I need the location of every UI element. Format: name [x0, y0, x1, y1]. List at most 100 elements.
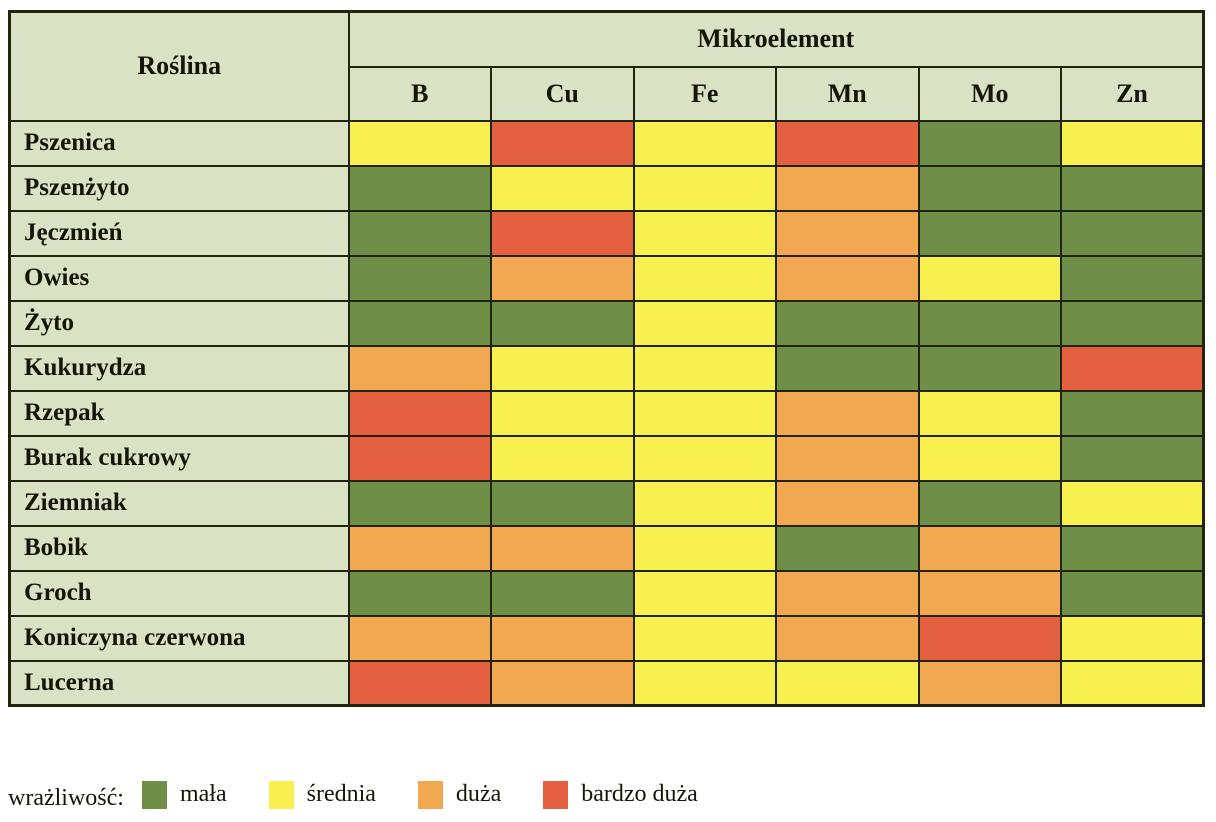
sensitivity-cell — [917, 164, 1062, 212]
legend-label: duża — [455, 781, 502, 807]
legend-swatch-3 — [417, 780, 443, 809]
sensitivity-cell — [490, 299, 635, 347]
sensitivity-cell — [1060, 569, 1205, 617]
sensitivity-cell — [917, 254, 1062, 302]
legend-label: mała — [179, 781, 227, 807]
table-row: Kukurydza — [8, 344, 1205, 392]
sensitivity-cell — [632, 524, 777, 572]
sensitivity-cell — [1060, 614, 1205, 662]
sensitivity-cell — [1060, 299, 1205, 347]
legend-swatch-1 — [141, 780, 167, 809]
legend-title: wrażliwość: — [8, 784, 124, 811]
sensitivity-cell — [632, 614, 777, 662]
sensitivity-cell — [490, 164, 635, 212]
sensitivity-cell — [775, 119, 920, 167]
table-row: Pszenica — [8, 119, 1205, 167]
sensitivity-cell — [632, 209, 777, 257]
sensitivity-cell — [632, 344, 777, 392]
table-row: Groch — [8, 569, 1205, 617]
table-row: Burak cukrowy — [8, 434, 1205, 482]
sensitivity-cell — [917, 299, 1062, 347]
sensitivity-cell — [632, 164, 777, 212]
sensitivity-cell — [917, 569, 1062, 617]
sensitivity-cell — [1060, 479, 1205, 527]
row-label: Rzepak — [8, 389, 350, 437]
sensitivity-cell — [490, 524, 635, 572]
column-header-b: B — [347, 65, 492, 122]
sensitivity-cell — [917, 614, 1062, 662]
sensitivity-cell — [917, 389, 1062, 437]
sensitivity-cell — [775, 344, 920, 392]
table-row: Koniczyna czerwona — [8, 614, 1205, 662]
row-label: Pszenżyto — [8, 164, 350, 212]
row-label: Lucerna — [8, 659, 350, 707]
table-row: Pszenżyto — [8, 164, 1205, 212]
sensitivity-cell — [917, 659, 1062, 707]
row-label: Koniczyna czerwona — [8, 614, 350, 662]
sensitivity-cell — [775, 164, 920, 212]
sensitivity-cell — [490, 614, 635, 662]
legend: wrażliwość: mała średnia duża bardzo duża — [8, 780, 740, 816]
sensitivity-cell — [1060, 524, 1205, 572]
sensitivity-cell — [775, 434, 920, 482]
sensitivity-cell — [347, 479, 492, 527]
table-row: Lucerna — [8, 659, 1205, 707]
legend-label: bardzo duża — [581, 781, 698, 807]
sensitivity-cell — [490, 659, 635, 707]
sensitivity-cell — [775, 299, 920, 347]
sensitivity-cell — [775, 524, 920, 572]
plant-column-header: Roślina — [8, 10, 350, 122]
sensitivity-cell — [490, 569, 635, 617]
sensitivity-cell — [775, 479, 920, 527]
header-row-elements: B Cu Fe Mn Mo Zn — [10, 65, 1205, 122]
legend-swatch-4 — [543, 780, 569, 809]
column-header-fe: Fe — [632, 65, 777, 122]
sensitivity-cell — [1060, 659, 1205, 707]
sensitivity-cell — [775, 389, 920, 437]
sensitivity-cell — [775, 614, 920, 662]
table-row: Żyto — [8, 299, 1205, 347]
sensitivity-cell — [490, 209, 635, 257]
column-header-mn: Mn — [775, 65, 920, 122]
table-row: Rzepak — [8, 389, 1205, 437]
sensitivity-cell — [347, 389, 492, 437]
sensitivity-cell — [917, 434, 1062, 482]
table-row: Owies — [8, 254, 1205, 302]
sensitivity-cell — [632, 119, 777, 167]
sensitivity-cell — [490, 434, 635, 482]
microelement-group-header: Mikroelement — [347, 10, 1205, 68]
sensitivity-cell — [347, 434, 492, 482]
sensitivity-cell — [775, 569, 920, 617]
row-label: Ziemniak — [8, 479, 350, 527]
sensitivity-cell — [347, 209, 492, 257]
sensitivity-cell — [632, 299, 777, 347]
sensitivity-cell — [632, 434, 777, 482]
sensitivity-table: Roślina Mikroelement B Cu Fe Mn Mo Zn Pszenic… — [8, 10, 1205, 707]
sensitivity-cell — [490, 389, 635, 437]
sensitivity-cell — [917, 344, 1062, 392]
row-label: Kukurydza — [8, 344, 350, 392]
sensitivity-cell — [775, 209, 920, 257]
sensitivity-cell — [347, 524, 492, 572]
sensitivity-cell — [347, 659, 492, 707]
sensitivity-cell — [490, 254, 635, 302]
sensitivity-cell — [490, 344, 635, 392]
legend-swatch-2 — [268, 780, 294, 809]
row-label: Owies — [8, 254, 350, 302]
row-label: Groch — [8, 569, 350, 617]
sensitivity-cell — [775, 254, 920, 302]
row-label: Pszenica — [8, 119, 350, 167]
sensitivity-cell — [490, 479, 635, 527]
sensitivity-cell — [632, 479, 777, 527]
legend-item: mała — [141, 780, 227, 809]
legend-item: średnia — [268, 780, 376, 809]
sensitivity-cell — [775, 659, 920, 707]
column-header-zn: Zn — [1060, 65, 1205, 122]
sensitivity-cell — [632, 569, 777, 617]
column-header-mo: Mo — [917, 65, 1062, 122]
sensitivity-cell — [1060, 389, 1205, 437]
sensitivity-cell — [347, 344, 492, 392]
sensitivity-cell — [1060, 254, 1205, 302]
sensitivity-cell — [1060, 209, 1205, 257]
